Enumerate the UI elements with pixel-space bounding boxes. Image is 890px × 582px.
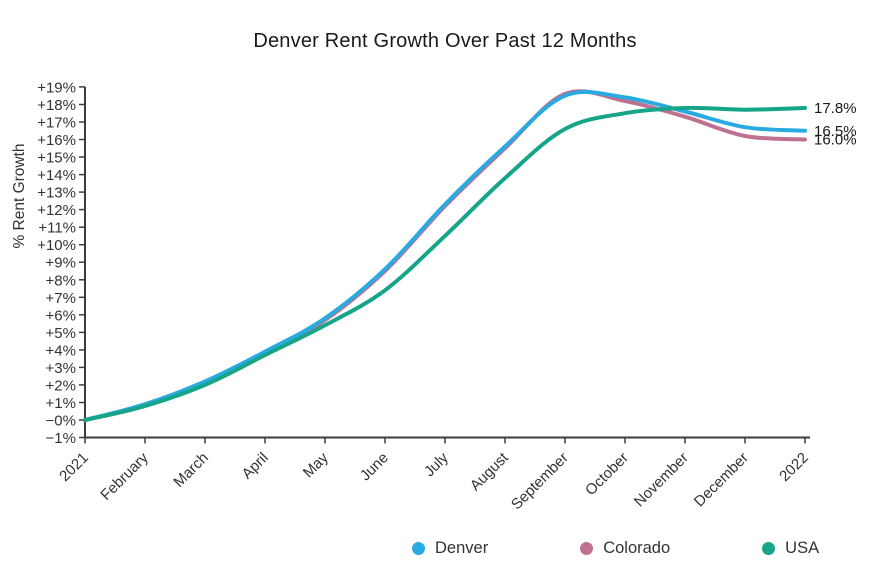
legend-label-usa: USA: [785, 539, 820, 557]
x-tick-label: December: [691, 449, 752, 510]
legend-item-denver[interactable]: Denver: [412, 539, 488, 558]
y-tick-label: +10%: [37, 237, 76, 254]
x-tick-label: November: [631, 449, 692, 510]
x-tick-label: August: [467, 449, 513, 495]
y-tick-label: +17%: [37, 115, 76, 132]
x-tick-label: March: [170, 449, 211, 490]
y-tick-label: +8%: [46, 272, 76, 289]
y-tick-label: +5%: [46, 325, 76, 342]
end-label-usa: 17.8%: [814, 100, 857, 117]
x-tick-label: 2021: [56, 449, 92, 485]
end-label-denver: 16.5%: [814, 123, 857, 140]
series-line-denver: [83, 89, 807, 422]
y-tick-label: +2%: [46, 377, 76, 394]
chart-title: Denver Rent Growth Over Past 12 Months: [253, 30, 637, 52]
y-tick-label: +18%: [37, 97, 76, 114]
x-tick-label: July: [421, 449, 452, 480]
legend: Denver Colorado USA: [412, 539, 819, 558]
end-label-colorado: 16.0%: [814, 132, 857, 149]
legend-item-colorado[interactable]: Colorado: [580, 539, 670, 558]
x-tick-label: October: [582, 449, 632, 499]
y-tick-label: +6%: [46, 307, 76, 324]
legend-label-colorado: Colorado: [603, 539, 671, 557]
denver-series-swatch-icon: [412, 542, 425, 555]
legend-label-denver: Denver: [435, 539, 489, 557]
y-tick-label: +4%: [46, 342, 76, 359]
y-tick-label: +16%: [37, 132, 76, 149]
colorado-series-swatch-icon: [580, 542, 594, 555]
x-tick-label: May: [300, 449, 332, 481]
y-tick-label: +7%: [46, 290, 76, 307]
y-tick-label: −1%: [46, 430, 76, 447]
y-tick-label: +12%: [37, 202, 76, 219]
y-axis-title: % Rent Growth: [11, 143, 28, 248]
y-tick-label: +14%: [37, 167, 76, 184]
series-end-labels: 16.5%16.0% 17.8%: [814, 100, 857, 149]
x-tick-label: April: [239, 449, 272, 482]
series-line-colorado: [83, 89, 807, 422]
y-tick-label: +1%: [46, 395, 76, 412]
x-tick-label: September: [508, 449, 572, 513]
y-tick-label: +3%: [46, 360, 76, 377]
y-tick-label: −0%: [46, 413, 76, 430]
x-tick-label: February: [97, 449, 152, 504]
y-tick-label: +13%: [37, 185, 76, 202]
x-tick-labels: 2021 February March April May June July AugustS…: [56, 449, 812, 513]
y-tick-labels: +19%+18%+17%+16%+15%+14%+13%+12%+11%+10%…: [37, 79, 76, 447]
x-tick-label: 2022: [776, 449, 812, 485]
series-line-usa: [83, 105, 807, 422]
y-tick-label: +11%: [38, 220, 76, 237]
x-tick-label: June: [357, 449, 392, 484]
y-tick-label: +9%: [46, 255, 76, 272]
y-tick-label: +15%: [37, 150, 76, 167]
usa-series-swatch-icon: [762, 542, 776, 555]
axes: [79, 86, 810, 444]
y-tick-label: +19%: [37, 79, 76, 96]
legend-item-usa[interactable]: USA: [762, 539, 819, 558]
series-lines: [83, 89, 807, 422]
